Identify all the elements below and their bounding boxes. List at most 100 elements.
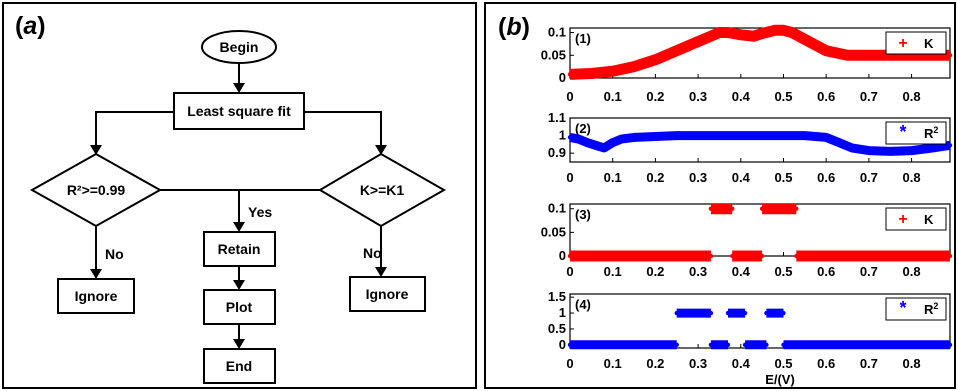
data-point [947, 53, 953, 58]
x-tick-label: 0.8 [903, 356, 921, 371]
y-tick-label: 0 [559, 70, 566, 85]
data-point [589, 71, 594, 76]
plot-3-number: (3) [575, 207, 591, 222]
y-tick-label: 1.1 [548, 110, 566, 125]
r2-decision-node [29, 152, 163, 228]
edge-fit-r2 [95, 111, 174, 150]
data-point [802, 37, 808, 42]
data-point [738, 32, 743, 38]
x-tick-label: 0.2 [646, 356, 664, 371]
x-tick-label: 0.4 [732, 356, 751, 371]
x-tick-label: 0 [566, 89, 573, 104]
legend-label: R2 [924, 301, 938, 317]
plot-3: 0 0.1 0.2 0.3 0.4 0.5 0.6 0.7 0.800.050.1 (3) + K [541, 201, 953, 279]
y-tick-label: 0.5 [548, 321, 566, 336]
data-point [695, 133, 701, 138]
x-tick-label: 0.6 [817, 356, 835, 371]
no-left-label: No [105, 246, 124, 262]
plot-node [203, 289, 276, 325]
data-point [717, 30, 722, 35]
data-point [947, 342, 953, 348]
x-tick-label: 0.7 [860, 89, 878, 104]
ignore-left-label: Ignore [75, 288, 118, 304]
data-point [576, 136, 581, 142]
r2-label: R²>=0.99 [67, 182, 126, 198]
x-tick-label: 0.7 [860, 170, 878, 185]
end-node [203, 348, 276, 384]
data-point [738, 133, 743, 138]
y-tick-label: 0.9 [548, 145, 566, 160]
data-point [794, 253, 799, 259]
flowchart-svg: (a) [15, 12, 447, 384]
yes-label: Yes [248, 204, 272, 220]
legend-box [885, 31, 947, 55]
x-tick-label: 0.1 [604, 170, 622, 185]
legend-4: * R2 [885, 297, 947, 321]
legend-3: + K [885, 207, 947, 231]
x-tick-label: 0.8 [903, 170, 921, 185]
legend-marker-icon: + [898, 211, 907, 228]
x-tick-label: 0.8 [903, 264, 921, 279]
data-series-1 [569, 24, 950, 80]
data-point [742, 342, 748, 348]
data-point [759, 206, 765, 211]
begin-label: Begin [220, 39, 259, 55]
data-point [674, 310, 679, 316]
plot-1-number: (1) [575, 31, 591, 46]
plots-layer: 0 0.1 0.2 0.3 0.4 0.5 0.6 0.7 0.800.050.1 (1) + K0 0… [541, 25, 953, 387]
data-point [610, 68, 615, 74]
data-point [947, 143, 953, 148]
edge-fit-k [304, 111, 382, 150]
y-tick-label: 0.1 [548, 25, 566, 40]
x-tick-label: 0.7 [860, 356, 878, 371]
x-tick-label: 0 [566, 356, 573, 371]
plot-1: 0 0.1 0.2 0.3 0.4 0.5 0.6 0.7 0.800.050.1 (1) + K [541, 25, 953, 104]
x-tick-label: 0.6 [817, 89, 835, 104]
plot-2: 0 0.1 0.2 0.3 0.4 0.5 0.6 0.7 0.8 0.9 1 1.1 (2) * R2 [548, 110, 953, 185]
y-tick-label: 1.5 [548, 289, 566, 304]
x-axis-label: E/(V) [765, 372, 795, 387]
data-point [653, 57, 658, 63]
panel-b-plots: (b) 0 0.1 0.2 0.3 0.4 0.5 0.6 0.7 0.8 0 0.05 0.1 (1)… [484, 2, 956, 389]
data-point [802, 133, 808, 138]
data-point [781, 133, 786, 138]
data-point [730, 253, 735, 259]
plots-svg: (b) 0 0.1 0.2 0.3 0.4 0.5 0.6 0.7 0.8 0 0.05 0.1 (1)… [498, 13, 953, 387]
data-point [947, 253, 953, 259]
ignore-right-label: Ignore [366, 286, 409, 302]
data-point [772, 28, 778, 33]
x-tick-label: 0.4 [732, 170, 751, 185]
y-tick-label: 1 [559, 128, 566, 143]
data-point [764, 310, 769, 316]
data-point [866, 53, 872, 58]
data-point [836, 140, 842, 145]
data-point [781, 310, 786, 316]
end-label: End [226, 358, 252, 374]
data-point [781, 342, 786, 348]
legend-marker-icon: * [899, 122, 906, 142]
y-tick-label: 0.1 [548, 201, 566, 216]
data-point [849, 145, 854, 151]
data-point [601, 145, 607, 151]
legend-label: K [924, 212, 934, 227]
flowchart-labels: Begin Least square fit R²>=0.99 K>=K1 Re… [67, 39, 409, 374]
x-tick-label: 0.8 [903, 89, 921, 104]
panel-b-label: (b) [498, 13, 530, 41]
data-point [909, 148, 914, 153]
x-tick-label: 0 [566, 264, 573, 279]
y-tick-label: 0 [559, 337, 566, 352]
data-point [794, 206, 799, 211]
plot-4-number: (4) [575, 297, 591, 312]
data-point [823, 135, 829, 140]
flowchart-shapes [29, 30, 447, 384]
x-tick-label: 0.5 [774, 356, 792, 371]
x-tick-label: 0.3 [689, 89, 707, 104]
data-point [695, 39, 701, 44]
data-point [930, 145, 936, 151]
plot-2-number: (2) [575, 121, 591, 136]
data-point [781, 28, 786, 33]
x-tick-label: 0.5 [774, 264, 792, 279]
legend-label: K [924, 36, 934, 51]
y-tick-label: 0.05 [541, 224, 566, 239]
panel-a-flowchart: (a) [2, 2, 477, 389]
